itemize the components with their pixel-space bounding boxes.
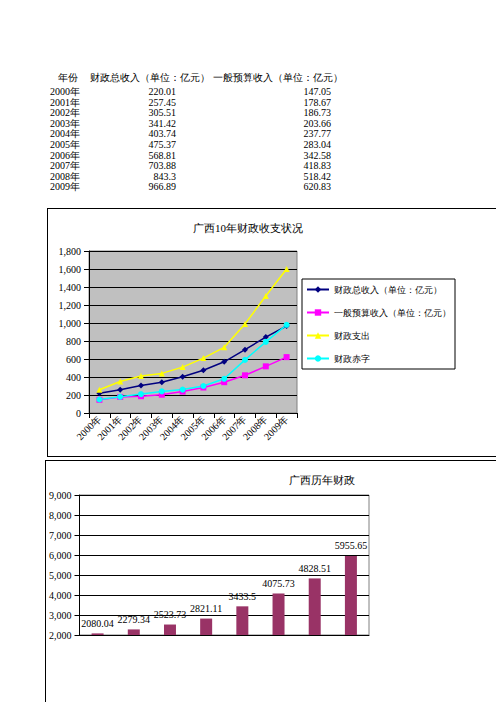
- svg-text:2000年: 2000年: [74, 413, 104, 443]
- html-text:342.58: 342.58: [303, 149, 331, 161]
- html-text:305.51: 305.51: [148, 107, 176, 119]
- svg-text:6,000: 6,000: [49, 550, 72, 561]
- html-text:966.89: 966.89: [148, 181, 176, 193]
- svg-text:2006年: 2006年: [199, 413, 229, 443]
- svg-text:400: 400: [66, 372, 81, 383]
- html-text:2004年: 2004年: [50, 128, 80, 140]
- svg-text:7,000: 7,000: [49, 530, 72, 541]
- html-text:2003年: 2003年: [50, 117, 80, 129]
- svg-text:2007年: 2007年: [219, 413, 249, 443]
- html-text:403.74: 403.74: [148, 128, 176, 140]
- svg-text:600: 600: [66, 354, 81, 365]
- svg-text:一般预算收入（单位：亿元）: 一般预算收入（单位：亿元）: [334, 308, 451, 318]
- svg-text:1,000: 1,000: [59, 318, 82, 329]
- svg-text:4,000: 4,000: [49, 590, 72, 601]
- html-text:2000年: 2000年: [50, 86, 80, 97]
- svg-text:2001年: 2001年: [95, 413, 125, 443]
- svg-text:1,400: 1,400: [59, 282, 82, 293]
- html-text:341.42: 341.42: [148, 117, 176, 129]
- svg-text:2003年: 2003年: [136, 413, 166, 443]
- svg-text:1,600: 1,600: [59, 264, 82, 275]
- html-text:年份: 年份: [58, 72, 78, 83]
- html-text:283.04: 283.04: [303, 139, 331, 150]
- svg-text:5,000: 5,000: [49, 570, 72, 581]
- svg-text:5955.65: 5955.65: [335, 540, 368, 551]
- html-text:186.73: 186.73: [303, 107, 331, 119]
- svg-text:广西10年财政收支状况: 广西10年财政收支状况: [193, 222, 303, 234]
- html-text:178.67: 178.67: [303, 96, 331, 108]
- html-text:568.81: 568.81: [148, 149, 176, 161]
- svg-text:2002年: 2002年: [115, 413, 145, 443]
- html-text:418.83: 418.83: [303, 160, 331, 172]
- html-text:620.83: 620.83: [303, 181, 331, 193]
- svg-text:2821.11: 2821.11: [190, 603, 222, 614]
- svg-text:财政赤字: 财政赤字: [334, 354, 370, 364]
- html-text:237.77: 237.77: [303, 128, 331, 140]
- svg-text:800: 800: [66, 336, 81, 347]
- html-text:财政总收入（单位：亿元） 一般预算收入（单位：亿元）: 财政总收入（单位：亿元） 一般预算收入（单位：亿元）: [90, 72, 343, 83]
- svg-text:200: 200: [66, 390, 81, 401]
- svg-text:财政总收入（单位：亿元）: 财政总收入（单位：亿元）: [334, 285, 442, 295]
- svg-text:3433.5: 3433.5: [229, 591, 257, 602]
- html-text:518.42: 518.42: [303, 170, 331, 182]
- html-text:203.66: 203.66: [303, 117, 331, 129]
- html-text:2006年: 2006年: [50, 149, 80, 161]
- html-text:2005年: 2005年: [50, 139, 80, 150]
- svg-text:广西历年财政: 广西历年财政: [289, 474, 355, 486]
- html-text:703.88: 703.88: [148, 160, 176, 172]
- svg-text:2279.34: 2279.34: [118, 614, 151, 625]
- html-text:2001年: 2001年: [50, 96, 80, 108]
- svg-text:1,200: 1,200: [59, 300, 82, 311]
- html-text:220.01: 220.01: [148, 86, 176, 97]
- svg-text:3,000: 3,000: [49, 610, 72, 621]
- html-text:147.05: 147.05: [303, 86, 331, 97]
- svg-text:9,000: 9,000: [49, 490, 72, 501]
- svg-text:0: 0: [76, 408, 81, 419]
- svg-text:4075.73: 4075.73: [262, 578, 295, 589]
- svg-text:2008年: 2008年: [240, 413, 270, 443]
- svg-text:2009年: 2009年: [262, 413, 291, 442]
- html-text:2002年: 2002年: [50, 107, 80, 119]
- svg-text:财政支出: 财政支出: [334, 331, 370, 341]
- svg-text:1,800: 1,800: [59, 246, 82, 257]
- svg-text:2523.73: 2523.73: [154, 609, 187, 620]
- svg-text:2,000: 2,000: [49, 630, 72, 641]
- html-text:257.45: 257.45: [148, 96, 176, 108]
- svg-text:8,000: 8,000: [49, 510, 72, 521]
- svg-text:2004年: 2004年: [157, 413, 187, 443]
- svg-text:2005年: 2005年: [178, 413, 208, 443]
- svg-text:2080.04: 2080.04: [81, 618, 114, 629]
- html-text:475.37: 475.37: [148, 139, 176, 150]
- html-text:2008年: 2008年: [50, 170, 80, 182]
- html-text:2007年: 2007年: [50, 160, 80, 172]
- html-text:843.3: 843.3: [153, 170, 176, 182]
- html-text:2009年: 2009年: [50, 181, 80, 193]
- svg-text:4828.51: 4828.51: [298, 563, 331, 574]
